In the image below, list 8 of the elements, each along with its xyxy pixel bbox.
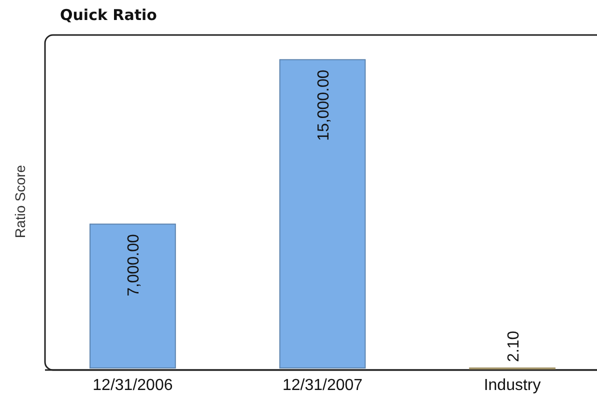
- x-tick-label: Industry: [484, 377, 541, 394]
- y-axis-title: Ratio Score: [12, 164, 28, 238]
- x-tick-label: 12/31/2007: [282, 377, 363, 394]
- data-label: 7,000.00: [126, 234, 143, 296]
- data-label: 2.10: [505, 330, 522, 362]
- chart-title: Quick Ratio: [60, 6, 157, 24]
- data-label: 15,000.00: [316, 70, 332, 141]
- x-tick-label: 12/31/2006: [92, 377, 173, 394]
